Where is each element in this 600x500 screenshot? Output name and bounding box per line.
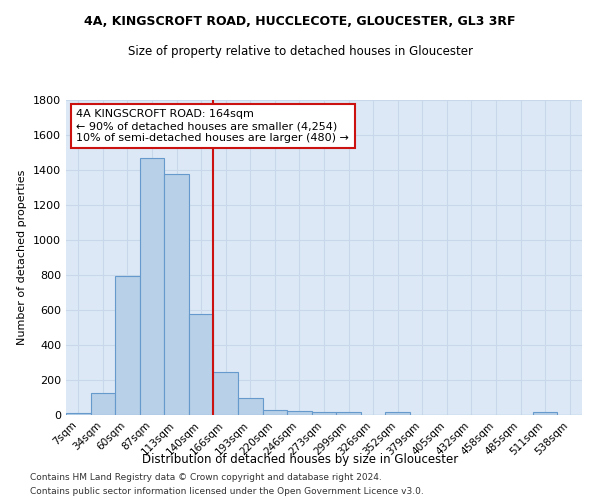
Bar xyxy=(238,398,263,415)
Bar xyxy=(189,314,214,415)
Bar xyxy=(164,174,189,415)
Bar xyxy=(385,412,410,415)
Text: Size of property relative to detached houses in Gloucester: Size of property relative to detached ho… xyxy=(128,45,473,58)
Bar xyxy=(214,372,238,415)
Text: Distribution of detached houses by size in Gloucester: Distribution of detached houses by size … xyxy=(142,452,458,466)
Text: Contains HM Land Registry data © Crown copyright and database right 2024.: Contains HM Land Registry data © Crown c… xyxy=(30,472,382,482)
Bar xyxy=(91,393,115,415)
Bar xyxy=(287,410,312,415)
Bar xyxy=(312,412,336,415)
Bar xyxy=(336,412,361,415)
Y-axis label: Number of detached properties: Number of detached properties xyxy=(17,170,28,345)
Bar xyxy=(533,412,557,415)
Bar xyxy=(115,276,140,415)
Bar xyxy=(66,413,91,415)
Text: Contains public sector information licensed under the Open Government Licence v3: Contains public sector information licen… xyxy=(30,488,424,496)
Text: 4A KINGSCROFT ROAD: 164sqm
← 90% of detached houses are smaller (4,254)
10% of s: 4A KINGSCROFT ROAD: 164sqm ← 90% of deta… xyxy=(76,110,349,142)
Bar xyxy=(263,410,287,415)
Bar xyxy=(140,158,164,415)
Text: 4A, KINGSCROFT ROAD, HUCCLECOTE, GLOUCESTER, GL3 3RF: 4A, KINGSCROFT ROAD, HUCCLECOTE, GLOUCES… xyxy=(84,15,516,28)
